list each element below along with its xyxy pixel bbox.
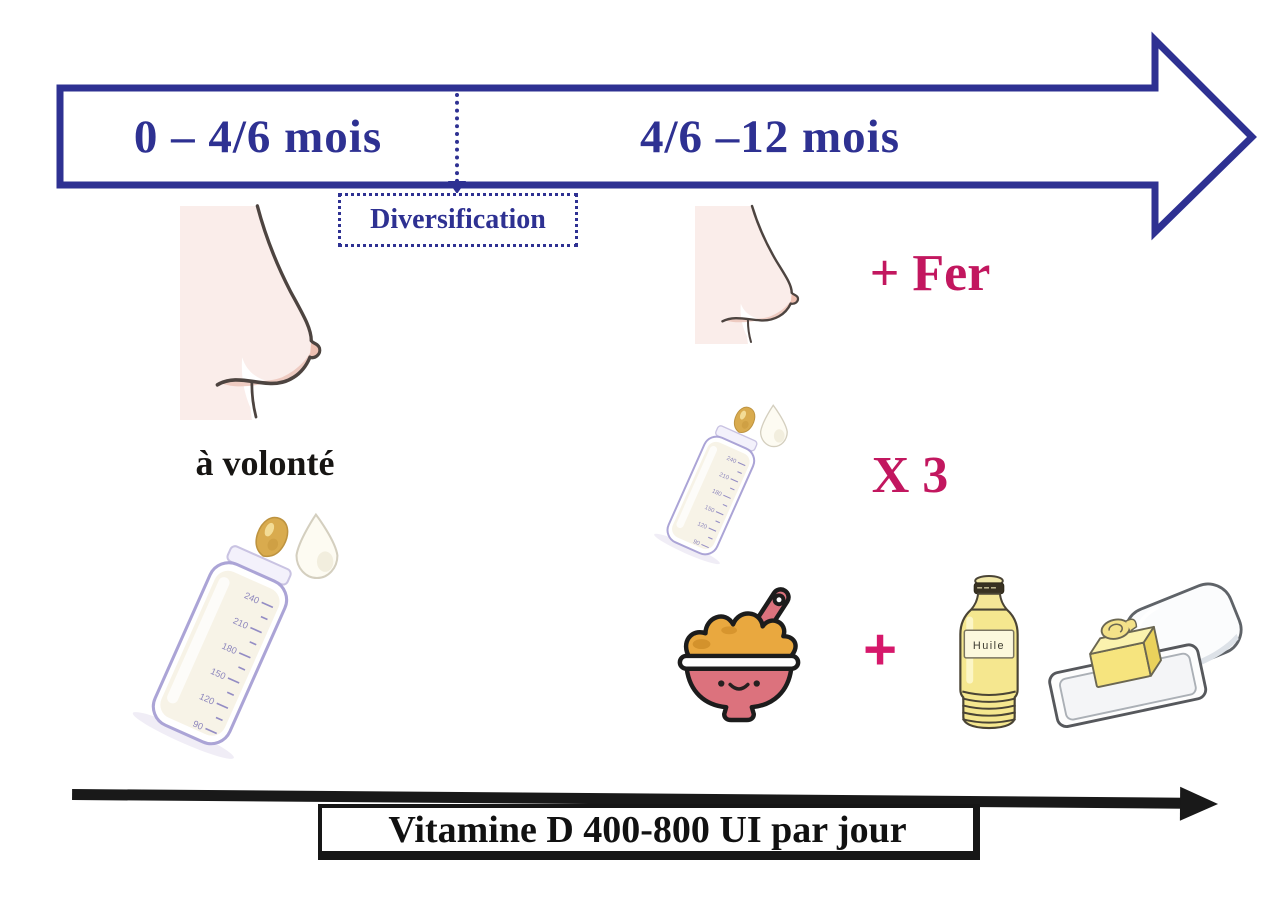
milk-drop-icon — [295, 512, 339, 580]
diversification-box: Diversification — [338, 193, 578, 247]
breast-icon — [695, 204, 800, 344]
bottle-scale-label: 240 — [725, 456, 737, 466]
bottle-scale-label: 180 — [711, 488, 723, 498]
breast-icon — [180, 204, 322, 420]
diversification-connector-line — [455, 93, 459, 183]
oil-label: Huile — [973, 640, 1005, 652]
plus-sign: + — [863, 617, 897, 682]
vitamin-d-banner: Vitamine D 400-800 UI par jour — [318, 804, 980, 860]
vitamin-arrow-head — [1179, 786, 1219, 822]
milk-drop-icon — [759, 404, 788, 448]
baby-bottle-icon: 240 210 180 150 120 90 — [654, 404, 788, 565]
bottle-scale-label: 150 — [703, 505, 715, 515]
bottle-scale-label: 90 — [191, 719, 204, 732]
down-arrowhead-icon — [448, 181, 466, 194]
baby-bottle-icon: 240 210 180 150 120 90 — [132, 512, 339, 759]
oil-bottle-icon: Huile — [959, 574, 1019, 730]
timeline-arrow-icon — [56, 31, 1257, 241]
porridge-bowl-icon — [677, 587, 801, 723]
diversification-label: Diversification — [370, 204, 546, 235]
iron-supplement-label: + Fer — [869, 245, 991, 302]
timeline-period-4-6-12: 4/6 –12 mois — [639, 111, 901, 163]
bottle-scale-label: 90 — [692, 539, 701, 547]
bottle-scale-label: 120 — [696, 521, 708, 531]
butter-dish-icon — [1048, 582, 1243, 728]
bottle-scale-label: 210 — [718, 472, 730, 482]
timeline-period-0-4-6: 0 – 4/6 mois — [133, 111, 383, 163]
bottle-count-label: X 3 — [871, 447, 949, 504]
breastfeeding-caption: à volonté — [195, 443, 335, 483]
vitamin-d-text: Vitamine D 400-800 UI par jour — [388, 808, 907, 851]
